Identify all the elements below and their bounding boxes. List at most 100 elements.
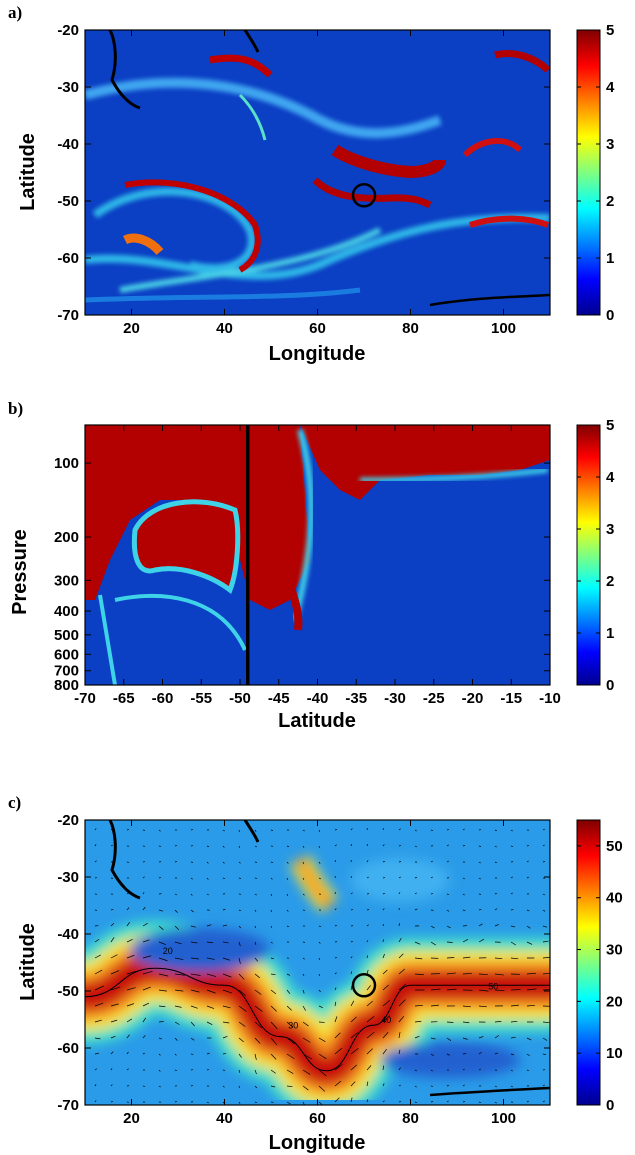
wind-vector xyxy=(254,1005,263,1012)
wind-vector xyxy=(238,877,242,879)
wind-vector xyxy=(478,923,483,927)
panel-c-x-tick-label: 20 xyxy=(123,1110,140,1127)
wind-vector xyxy=(462,893,465,896)
wind-vector xyxy=(366,940,369,943)
wind-vector xyxy=(254,893,257,896)
panel-a-y-tick-label: -20 xyxy=(57,22,79,39)
wind-vector xyxy=(366,1000,373,1007)
wind-vector xyxy=(286,877,289,880)
wind-vector xyxy=(430,988,441,991)
wind-vector xyxy=(94,860,97,863)
wind-vector xyxy=(238,861,241,864)
wind-vector xyxy=(446,957,455,959)
wind-vector xyxy=(126,938,133,943)
wind-vector xyxy=(526,988,537,991)
panel-a-y-tick-label: -40 xyxy=(57,136,79,153)
wind-vector xyxy=(382,1015,391,1023)
wind-vector xyxy=(382,1100,385,1103)
wind-vector xyxy=(238,957,241,964)
panel-b-x-tick-label: -15 xyxy=(500,690,522,707)
wind-vector xyxy=(494,1052,499,1055)
wind-vector xyxy=(478,1068,481,1071)
wind-vector xyxy=(494,908,498,911)
wind-vector xyxy=(526,972,536,975)
panel-c-y-tick-label: -60 xyxy=(57,1040,79,1057)
wind-vector xyxy=(302,861,304,865)
wind-vector xyxy=(510,829,513,832)
wind-vector xyxy=(382,1083,385,1087)
wind-vector xyxy=(542,972,550,975)
wind-vector xyxy=(174,941,182,945)
panel-c-x-tick-label: 100 xyxy=(491,1110,516,1127)
panel-b-red-filament xyxy=(286,583,303,631)
wind-vector xyxy=(398,968,406,975)
wind-vector xyxy=(302,877,305,880)
wind-vector xyxy=(270,957,274,960)
wind-vector xyxy=(382,908,385,911)
wind-vector xyxy=(462,1005,471,1008)
wind-vector xyxy=(478,938,485,943)
panel-a-colorbar-tick-label: 3 xyxy=(606,136,614,153)
wind-vector xyxy=(94,844,97,847)
wind-vector xyxy=(318,973,321,976)
wind-vector xyxy=(94,1019,102,1023)
wind-vector xyxy=(254,941,257,945)
wind-vector xyxy=(494,892,497,895)
wind-vector xyxy=(494,989,505,992)
wind-vector xyxy=(302,1101,305,1105)
wind-vector xyxy=(430,1004,439,1007)
panel-c-contour-label: 40 xyxy=(381,1015,391,1025)
wind-vector xyxy=(350,956,353,959)
wind-vector xyxy=(174,957,184,960)
wind-vector xyxy=(110,923,115,927)
wind-vector xyxy=(462,1053,467,1055)
wind-vector xyxy=(126,1051,129,1055)
panel-a-colorbar-tick-label: 5 xyxy=(606,22,614,39)
panel-a-y-tick-label: -50 xyxy=(57,193,79,210)
wind-vector xyxy=(446,1100,449,1103)
wind-vector xyxy=(318,829,321,832)
wind-vector xyxy=(126,907,130,911)
wind-vector xyxy=(206,973,217,977)
wind-vector xyxy=(110,970,120,975)
panel-c-contour-label: 20 xyxy=(163,946,173,956)
panel-b-x-tick-label: -20 xyxy=(462,690,484,707)
wind-vector xyxy=(190,828,193,831)
panel-b-x-tick-label: -30 xyxy=(384,690,406,707)
wind-vector xyxy=(414,876,417,879)
panel-a-x-label: Longitude xyxy=(269,343,366,365)
wind-vector xyxy=(94,1002,104,1007)
wind-vector xyxy=(398,923,400,927)
wind-vector xyxy=(526,1053,530,1057)
wind-vector xyxy=(494,924,499,927)
wind-vector xyxy=(334,957,338,959)
wind-vector xyxy=(254,1021,263,1029)
panel-a-marker xyxy=(351,183,377,208)
wind-vector xyxy=(350,892,353,895)
wind-vector xyxy=(350,971,353,975)
wind-vector xyxy=(94,938,100,943)
wind-vector xyxy=(158,1005,166,1008)
wind-vector xyxy=(318,1101,323,1105)
wind-vector xyxy=(222,1053,227,1055)
wind-vector xyxy=(318,1037,326,1042)
wind-vector xyxy=(302,829,305,832)
panel-a-blue-filament xyxy=(85,287,361,303)
wind-vector xyxy=(510,1004,519,1007)
wind-vector xyxy=(110,1035,116,1039)
wind-vector xyxy=(446,893,450,895)
wind-vector xyxy=(238,845,241,848)
wind-vector xyxy=(382,923,384,927)
wind-vector xyxy=(94,954,101,959)
wind-vector xyxy=(158,1037,163,1040)
wind-vector xyxy=(222,845,225,848)
wind-vector xyxy=(398,828,401,831)
wind-vector xyxy=(366,1065,372,1071)
wind-vector xyxy=(286,1101,291,1105)
wind-vector xyxy=(510,1053,515,1056)
wind-vector xyxy=(174,1100,177,1103)
wind-vector xyxy=(222,1005,231,1009)
wind-vector xyxy=(398,861,402,863)
wind-vector xyxy=(126,921,130,927)
wind-vector xyxy=(110,1003,119,1007)
